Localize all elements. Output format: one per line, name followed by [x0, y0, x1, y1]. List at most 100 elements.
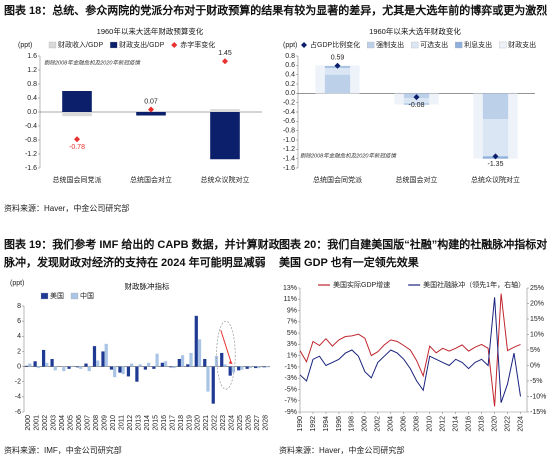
x-tick-label: 2016: [465, 416, 472, 432]
bar: [248, 366, 253, 369]
y2-tick-label: 10%: [530, 331, 544, 338]
bar: [130, 363, 134, 367]
legend-label: 占GDP比例变化: [310, 40, 360, 49]
x-tick-label: 2027: [254, 415, 261, 431]
y-tick-label: -1.0: [283, 137, 295, 144]
marker: [222, 58, 228, 65]
x-tick-label: 2003: [51, 415, 58, 431]
y-axis-label: (ppt): [10, 280, 24, 287]
x-tick-label: 2028: [263, 415, 270, 431]
x-tick-label: 1994: [323, 416, 330, 432]
x-tick-label: 2005: [67, 415, 74, 431]
bar: [403, 103, 430, 105]
y-tick-label: -3%: [285, 375, 297, 382]
bar: [403, 98, 430, 104]
y-tick-label: -1.2: [283, 146, 295, 153]
y2-tick-label: 20%: [530, 300, 544, 307]
bar: [87, 366, 91, 372]
note: 剔除2008年金融危机及2020年新冠疫情: [300, 152, 397, 159]
marker: [148, 106, 154, 113]
data-label: -0.78: [69, 144, 85, 151]
bar: [104, 343, 108, 367]
x-tick-label: 2018: [178, 415, 185, 431]
bar: [33, 361, 37, 367]
y-tick-label: -1.2: [25, 151, 37, 158]
x-tick-label: 2024: [229, 415, 236, 431]
bar: [147, 362, 151, 367]
bar: [210, 112, 240, 160]
bar: [50, 359, 54, 367]
source: 资料来源：Haver，中金公司研究部: [4, 203, 129, 213]
y-tick-label: -1.6: [25, 165, 37, 172]
x-tick-label: 2009: [101, 415, 108, 431]
y-tick-label: 7%: [287, 319, 297, 326]
x-tick-label: 2023: [220, 415, 227, 431]
figure-title: 图表 18：总统、参众两院的党派分布对于财政预算的结果有较为显著的差异，尤其是大…: [4, 3, 547, 17]
x-tick-label: 总统众议院对立: [471, 175, 520, 184]
y-tick-label: 6: [17, 318, 21, 325]
bar: [92, 346, 97, 367]
legend-swatch: [301, 42, 307, 48]
source: 资料来源：Haver，中金公司研究部: [279, 445, 404, 455]
bar: [70, 365, 74, 367]
bar: [109, 366, 114, 370]
y-tick-label: -4: [15, 394, 21, 401]
bar: [163, 361, 168, 367]
bar: [482, 119, 509, 157]
bar: [189, 352, 193, 367]
bar: [206, 366, 210, 392]
x-tick-label: 2006: [76, 415, 83, 431]
line: [299, 297, 521, 403]
bar: [113, 366, 117, 378]
bar: [62, 112, 92, 117]
arrow-head: [228, 360, 233, 365]
legend-swatch: [411, 41, 419, 49]
chart-title: 1960年以来大选年财政预算变化: [97, 26, 204, 36]
y2-tick-label: 25%: [530, 285, 544, 292]
data-label: 0.59: [331, 55, 345, 62]
x-tick-label: 2016: [161, 415, 168, 431]
bar: [210, 109, 240, 112]
y-tick-label: 0.2: [285, 81, 295, 88]
y-tick-label: 1.6: [27, 53, 37, 60]
x-tick-label: 2000: [25, 415, 32, 431]
y-tick-label: -0.4: [25, 123, 37, 130]
x-tick-label: 2014: [453, 416, 460, 432]
y-axis-label: (ppt): [283, 42, 297, 49]
y-tick-label: 3%: [287, 341, 297, 348]
x-tick-label: 2012: [127, 415, 134, 431]
legend-label: 美国社融脉冲（领先1年，右轴）: [423, 280, 525, 289]
marker: [492, 153, 499, 160]
x-tick-label: 总统国会同党派: [53, 175, 102, 184]
y-tick-label: 13%: [283, 285, 297, 292]
x-tick-label: 2000: [362, 416, 369, 432]
y2-tick-label: 15%: [530, 316, 544, 323]
x-tick-label: 1998: [349, 416, 356, 432]
x-tick-label: 2019: [186, 415, 193, 431]
x-tick-label: 2006: [401, 416, 408, 432]
bar: [62, 366, 66, 372]
bar: [41, 349, 46, 367]
bar: [324, 67, 351, 75]
y-tick-label: -1.4: [283, 156, 295, 163]
x-tick-label: 2014: [144, 415, 151, 431]
bar: [169, 366, 173, 368]
bar: [160, 362, 164, 367]
bar: [155, 353, 159, 367]
bar: [121, 366, 125, 375]
bar: [177, 359, 181, 367]
x-tick-label: 总统国会对立: [130, 175, 172, 184]
y-tick-label: -7%: [285, 398, 297, 405]
source: 资料来源：IMF，中金公司研究部: [4, 445, 122, 455]
legend-label: 财政支出/GDP: [119, 40, 164, 49]
y-tick-label: -0.6: [283, 118, 295, 125]
y-tick-label: -0.4: [283, 109, 295, 116]
y-tick-label: 0.8: [27, 81, 37, 88]
bar: [262, 366, 266, 368]
bar: [28, 363, 32, 367]
y2-tick-label: 0%: [530, 362, 540, 369]
bar: [101, 351, 105, 367]
marker: [413, 94, 420, 101]
bar: [265, 366, 269, 368]
